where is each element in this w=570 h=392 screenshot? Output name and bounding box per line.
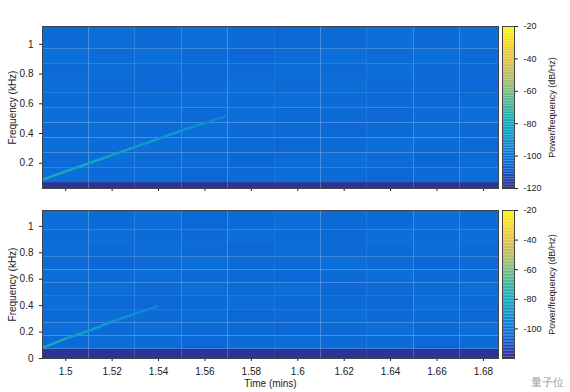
svg-text:-40: -40: [524, 235, 537, 245]
svg-text:1.66: 1.66: [427, 366, 447, 377]
svg-text:0.2: 0.2: [20, 157, 34, 168]
svg-text:1.58: 1.58: [242, 366, 262, 377]
svg-text:1.6: 1.6: [291, 366, 305, 377]
svg-text:0.2: 0.2: [20, 326, 34, 337]
svg-text:1.68: 1.68: [474, 366, 494, 377]
html-text:量子位: 量子位: [531, 376, 564, 389]
svg-text:1.52: 1.52: [102, 366, 122, 377]
svg-text:Frequency (kHz): Frequency (kHz): [7, 248, 18, 322]
svg-text:Time (mins): Time (mins): [244, 378, 296, 389]
svg-text:-100: -100: [524, 151, 542, 161]
svg-text:1.64: 1.64: [381, 366, 401, 377]
svg-text:-60: -60: [524, 86, 537, 96]
svg-text:-100: -100: [524, 324, 542, 334]
svg-text:0.4: 0.4: [20, 300, 34, 311]
svg-text:0.4: 0.4: [20, 128, 34, 139]
svg-text:0.6: 0.6: [20, 273, 34, 284]
svg-text:-80: -80: [524, 119, 537, 129]
svg-text:-120: -120: [524, 183, 542, 193]
svg-text:1.56: 1.56: [195, 366, 215, 377]
svg-text:1.62: 1.62: [334, 366, 354, 377]
svg-text:0.8: 0.8: [20, 247, 34, 258]
svg-text:-60: -60: [524, 265, 537, 275]
svg-text:1: 1: [28, 221, 34, 232]
svg-text:1.5: 1.5: [59, 366, 73, 377]
svg-text:Frequency (kHz): Frequency (kHz): [7, 71, 18, 145]
svg-text:Power/frequency (dB/Hz): Power/frequency (dB/Hz): [547, 57, 557, 158]
svg-text:0: 0: [28, 353, 34, 364]
svg-text:-20: -20: [524, 21, 537, 31]
svg-text:-40: -40: [524, 54, 537, 64]
svg-text:-80: -80: [524, 294, 537, 304]
svg-text:-20: -20: [524, 205, 537, 215]
svg-text:Power/frequency (dB/Hz): Power/frequency (dB/Hz): [547, 234, 557, 335]
svg-text:0.6: 0.6: [20, 98, 34, 109]
svg-text:0.8: 0.8: [20, 68, 34, 79]
svg-text:1.54: 1.54: [149, 366, 169, 377]
svg-text:1: 1: [28, 39, 34, 50]
